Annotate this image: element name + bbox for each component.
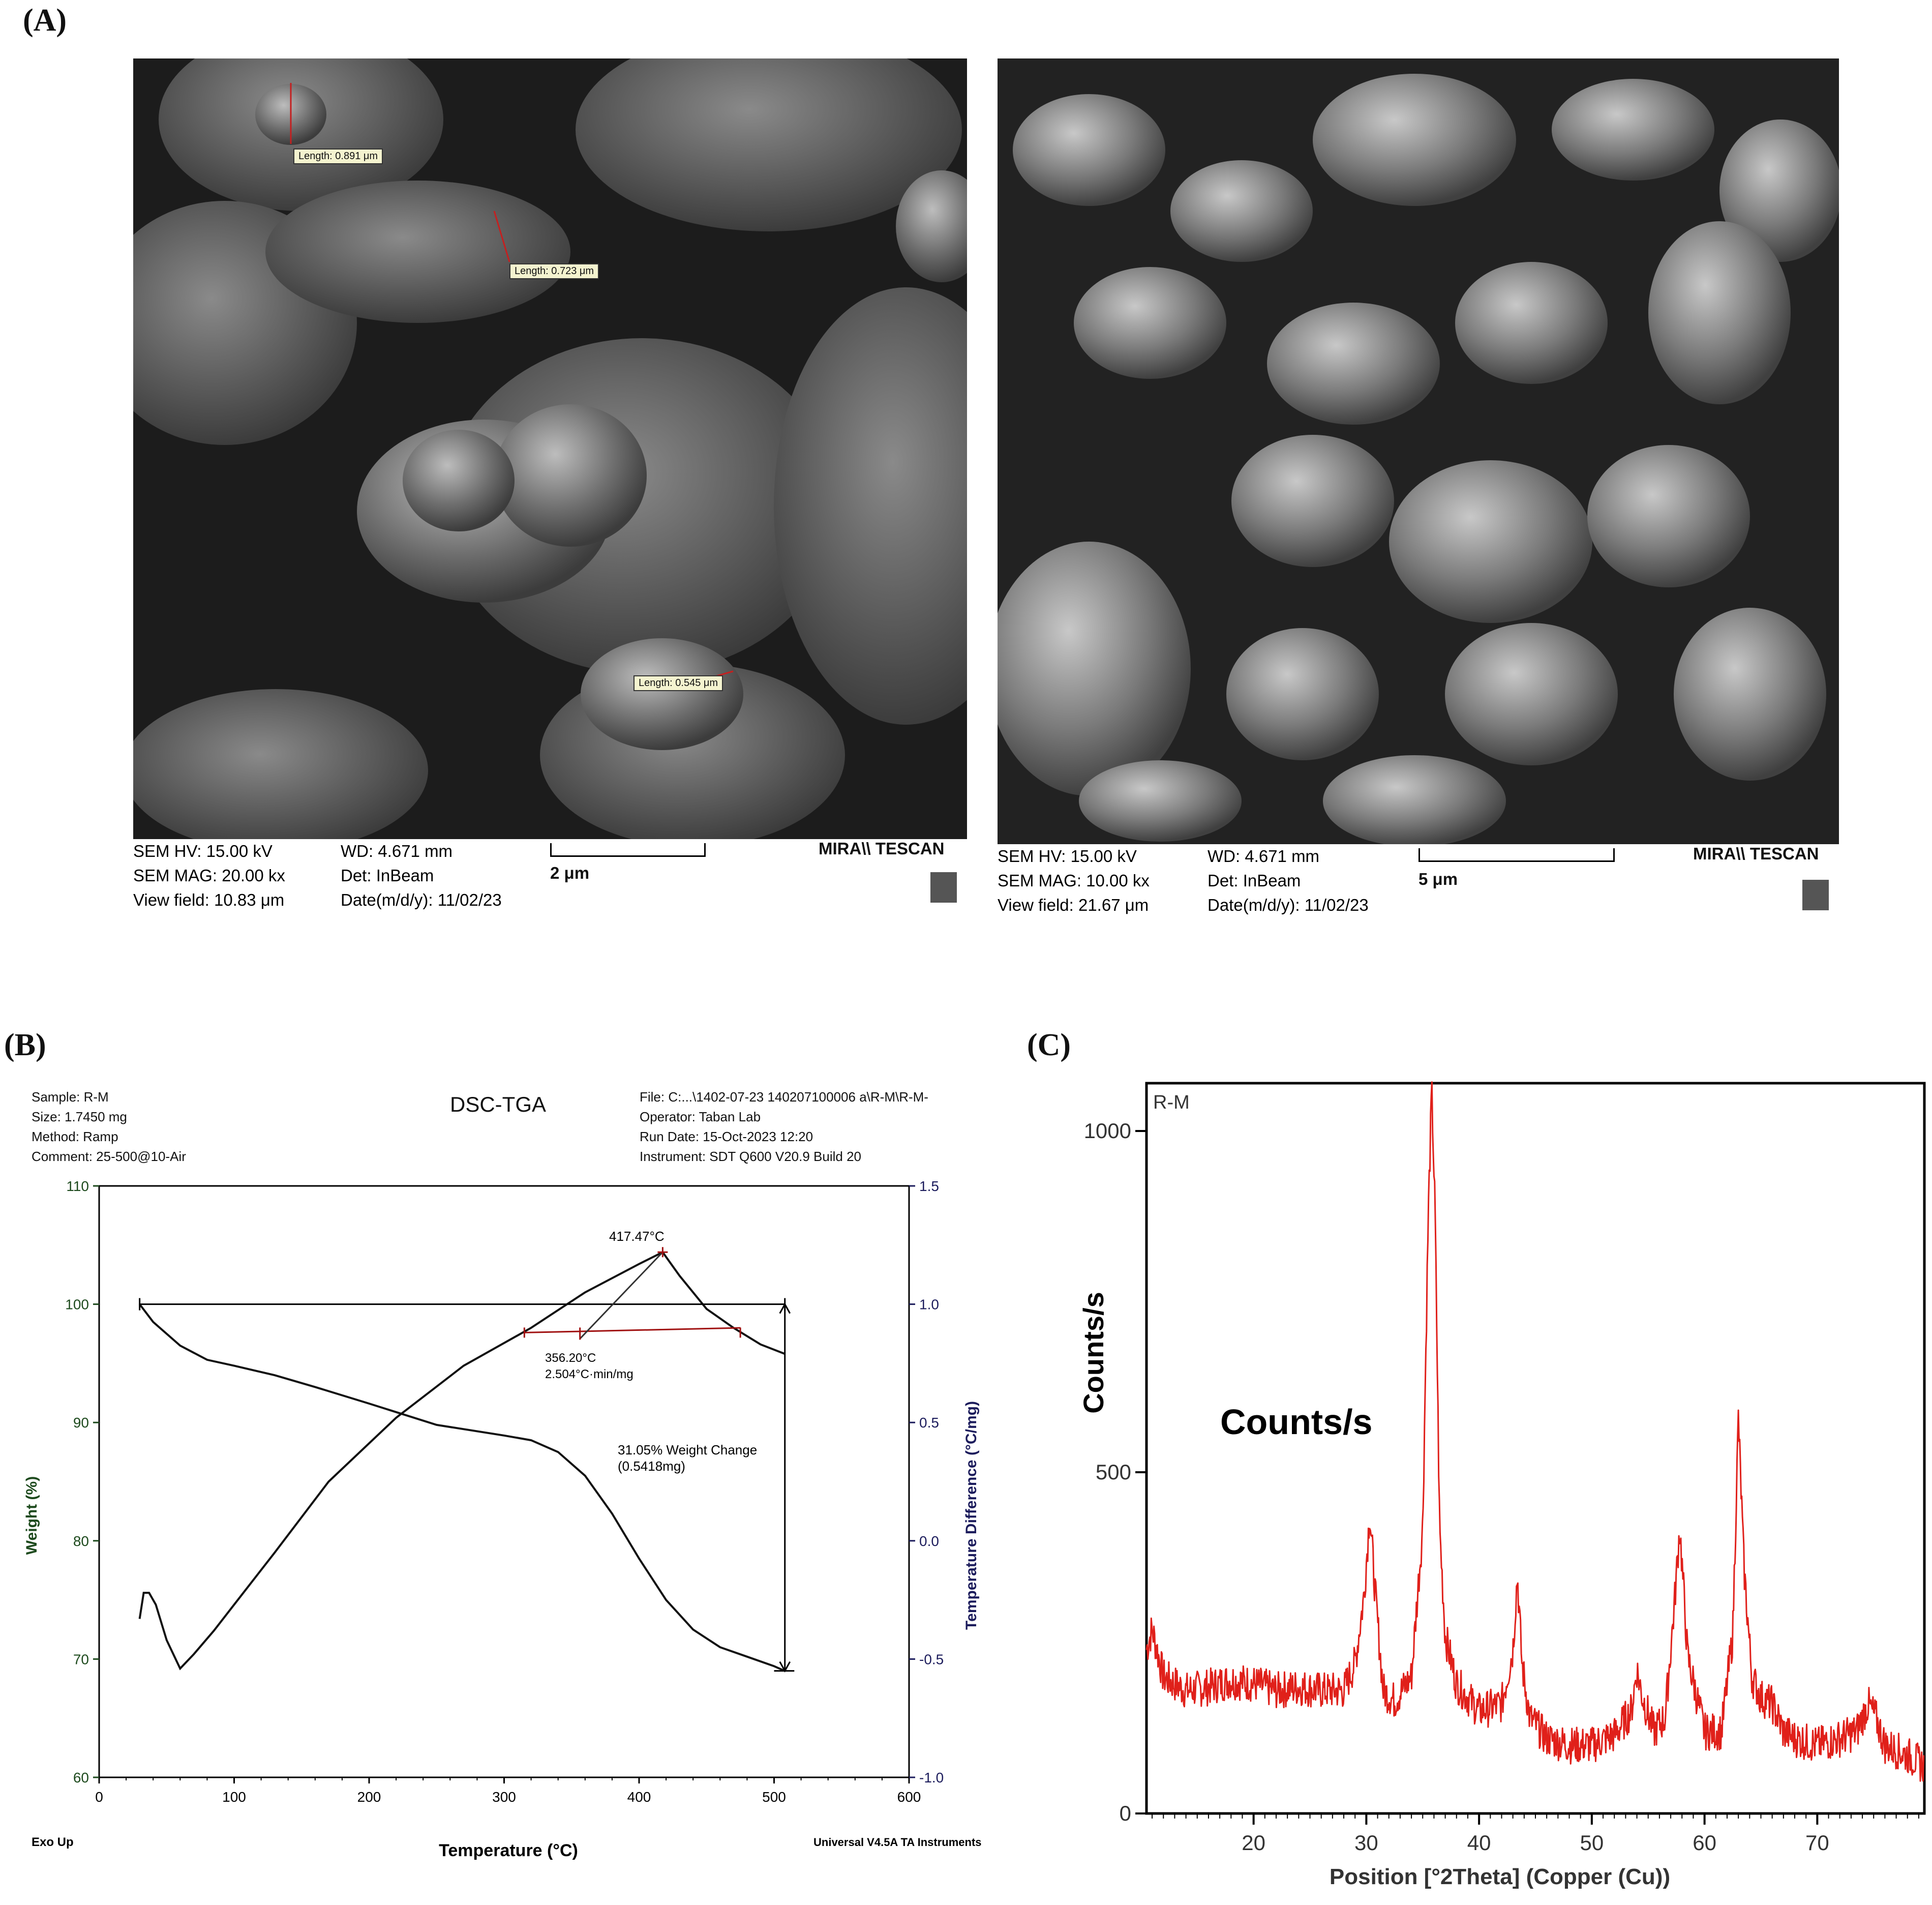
sem-view-field: View field: 21.67 μm bbox=[998, 896, 1149, 914]
tga-onset-temp-label: 356.20°C bbox=[545, 1351, 596, 1365]
sem-mag: SEM MAG: 20.00 kx bbox=[133, 866, 285, 885]
tga-dsc-curve bbox=[138, 1251, 786, 1671]
tga-comment: Comment: 25-500@10-Air bbox=[32, 1149, 186, 1164]
tga-y-tick-label: 100 bbox=[65, 1297, 89, 1313]
tga-x-tick-label: 200 bbox=[357, 1789, 381, 1805]
tga-footer-right: Universal V4.5A TA Instruments bbox=[813, 1836, 982, 1849]
tga-y2-tick-label: -0.5 bbox=[919, 1651, 944, 1667]
scale-bar-right-label: 5 μm bbox=[1418, 870, 1458, 888]
tga-y-tick-label: 70 bbox=[73, 1651, 89, 1667]
xrd-legend-label: R-M bbox=[1153, 1092, 1190, 1113]
sem-mag: SEM MAG: 10.00 kx bbox=[998, 871, 1150, 890]
tga-size: Size: 1.7450 mg bbox=[32, 1109, 127, 1124]
tga-instrument: Instrument: SDT Q600 V20.9 Build 20 bbox=[640, 1149, 861, 1164]
xrd-x-tick-label: 30 bbox=[1354, 1831, 1378, 1855]
panel-label-c: (C) bbox=[1027, 1028, 1071, 1062]
measurement-label-3: Length: 0.545 μm bbox=[633, 675, 723, 691]
tga-y-tick-label: 110 bbox=[66, 1178, 89, 1194]
xrd-pattern-line bbox=[1145, 1081, 1925, 1782]
tga-sample: Sample: R-M bbox=[32, 1089, 109, 1105]
tga-y-tick-label: 80 bbox=[73, 1533, 89, 1549]
scale-bar-left-label: 2 μm bbox=[550, 864, 590, 882]
tga-onset-baseline bbox=[524, 1327, 741, 1333]
scale-bar-right bbox=[1418, 848, 1615, 862]
tga-x-tick-label: 600 bbox=[897, 1789, 921, 1805]
tga-footer-left: Exo Up bbox=[32, 1835, 74, 1849]
xrd-y-tick-label: 500 bbox=[1096, 1460, 1131, 1484]
tga-weight-curve bbox=[139, 1303, 786, 1672]
measurement-label-1: Length: 0.891 μm bbox=[293, 148, 383, 164]
tga-x-tick-label: 400 bbox=[627, 1789, 651, 1805]
tga-x-tick-label: 300 bbox=[492, 1789, 516, 1805]
sem-hv: SEM HV: 15.00 kV bbox=[133, 842, 273, 860]
sem-detector: Det: InBeam bbox=[341, 866, 434, 885]
sem-date: Date(m/d/y): 11/02/23 bbox=[1208, 896, 1369, 914]
tga-title: DSC-TGA bbox=[450, 1092, 546, 1116]
xrd-plot-frame bbox=[1145, 1082, 1926, 1815]
tga-y2-tick-label: 0.5 bbox=[919, 1415, 939, 1431]
tescan-logo-right bbox=[1802, 880, 1829, 910]
sem-right-info-col2: WD: 4.671 mm Det: InBeam Date(m/d/y): 11… bbox=[1208, 844, 1369, 917]
xrd-x-axis-label: Position [°2Theta] (Copper (Cu)) bbox=[1330, 1864, 1670, 1889]
tga-plot-frame bbox=[98, 1185, 910, 1778]
tga-y-tick-label: 90 bbox=[73, 1415, 89, 1431]
xrd-x-tick-label: 40 bbox=[1467, 1831, 1491, 1855]
tga-method: Method: Ramp bbox=[32, 1129, 118, 1144]
sem-date: Date(m/d/y): 11/02/23 bbox=[341, 890, 502, 909]
tga-chart: 0 100 200 300 400 500 600 60 70 80 90 100 110 -1.0 -0.… bbox=[23, 1178, 982, 1860]
sem-left-info-col2: WD: 4.671 mm Det: InBeam Date(m/d/y): 11… bbox=[341, 839, 502, 912]
sem-image-right bbox=[998, 58, 1839, 844]
tga-header-right: File: C:...\1402-07-23 140207100006 a\R-… bbox=[640, 1087, 928, 1167]
xrd-y-tick-label: 1000 bbox=[1084, 1119, 1131, 1143]
xrd-x-tick-label: 60 bbox=[1693, 1831, 1716, 1855]
tga-onset-tangent bbox=[579, 1252, 663, 1340]
tga-y2-tick-label: 1.0 bbox=[919, 1297, 939, 1313]
tga-y-axis-label: Weight (%) bbox=[23, 1476, 40, 1555]
sem-right-info-col1: SEM HV: 15.00 kV SEM MAG: 10.00 kx View … bbox=[998, 844, 1150, 917]
tescan-logo-left bbox=[930, 872, 957, 903]
tga-y2-axis-label: Temperature Difference (°C/mg) bbox=[963, 1401, 980, 1630]
sem-wd: WD: 4.671 mm bbox=[341, 842, 453, 860]
sem-view-field: View field: 10.83 μm bbox=[133, 890, 285, 909]
xrd-overlay-label: Counts/s bbox=[1220, 1402, 1372, 1442]
tga-x-tick-label: 0 bbox=[95, 1789, 103, 1805]
sem-hv: SEM HV: 15.00 kV bbox=[998, 847, 1137, 866]
tga-y-tick-label: 60 bbox=[73, 1770, 89, 1785]
panel-label-b: (B) bbox=[4, 1028, 46, 1062]
tga-weight-change-mass: (0.5418mg) bbox=[618, 1458, 685, 1474]
tga-y2-tick-label: -1.0 bbox=[919, 1770, 944, 1785]
tga-y2-tick-label: 1.5 bbox=[919, 1178, 939, 1194]
tga-file: File: C:...\1402-07-23 140207100006 a\R-… bbox=[640, 1089, 928, 1105]
panel-label-a: (A) bbox=[23, 3, 67, 38]
tga-weight-change-label: 31.05% Weight Change bbox=[618, 1442, 757, 1457]
xrd-x-tick-label: 20 bbox=[1242, 1831, 1265, 1855]
tescan-brand-left: MIRA\\ TESCAN bbox=[819, 839, 945, 858]
tga-run-date: Run Date: 15-Oct-2023 12:20 bbox=[640, 1129, 813, 1144]
tga-arrow-head-top bbox=[779, 1302, 791, 1314]
scale-bar-left bbox=[550, 843, 706, 857]
measurement-label-2: Length: 0.723 μm bbox=[509, 263, 599, 279]
xrd-y-tick-label: 0 bbox=[1120, 1801, 1131, 1825]
tescan-brand-right: MIRA\\ TESCAN bbox=[1693, 844, 1819, 863]
tga-x-tick-label: 100 bbox=[222, 1789, 246, 1805]
xrd-x-tick-label: 50 bbox=[1580, 1831, 1604, 1855]
sem-wd: WD: 4.671 mm bbox=[1208, 847, 1320, 866]
sem-left-info-col1: SEM HV: 15.00 kV SEM MAG: 20.00 kx View … bbox=[133, 839, 285, 912]
tga-onset-slope-label: 2.504°C·min/mg bbox=[545, 1367, 633, 1381]
tga-x-tick-label: 500 bbox=[762, 1789, 786, 1805]
sem-detector: Det: InBeam bbox=[1208, 871, 1301, 890]
tga-y2-tick-label: 0.0 bbox=[919, 1533, 939, 1549]
xrd-chart: 20 30 40 50 60 70 0 500 1000 R-M Counts/s Counts… bbox=[1077, 1081, 1926, 1889]
tga-operator: Operator: Taban Lab bbox=[640, 1109, 761, 1124]
xrd-x-tick-label: 70 bbox=[1805, 1831, 1829, 1855]
tga-x-axis-label: Temperature (°C) bbox=[439, 1841, 578, 1860]
tga-header-left: Sample: R-M Size: 1.7450 mg Method: Ramp… bbox=[32, 1087, 186, 1167]
sem-image-left bbox=[133, 58, 967, 839]
tga-peak-label: 417.47°C bbox=[609, 1229, 665, 1244]
xrd-y-axis-label: Counts/s bbox=[1077, 1292, 1109, 1414]
